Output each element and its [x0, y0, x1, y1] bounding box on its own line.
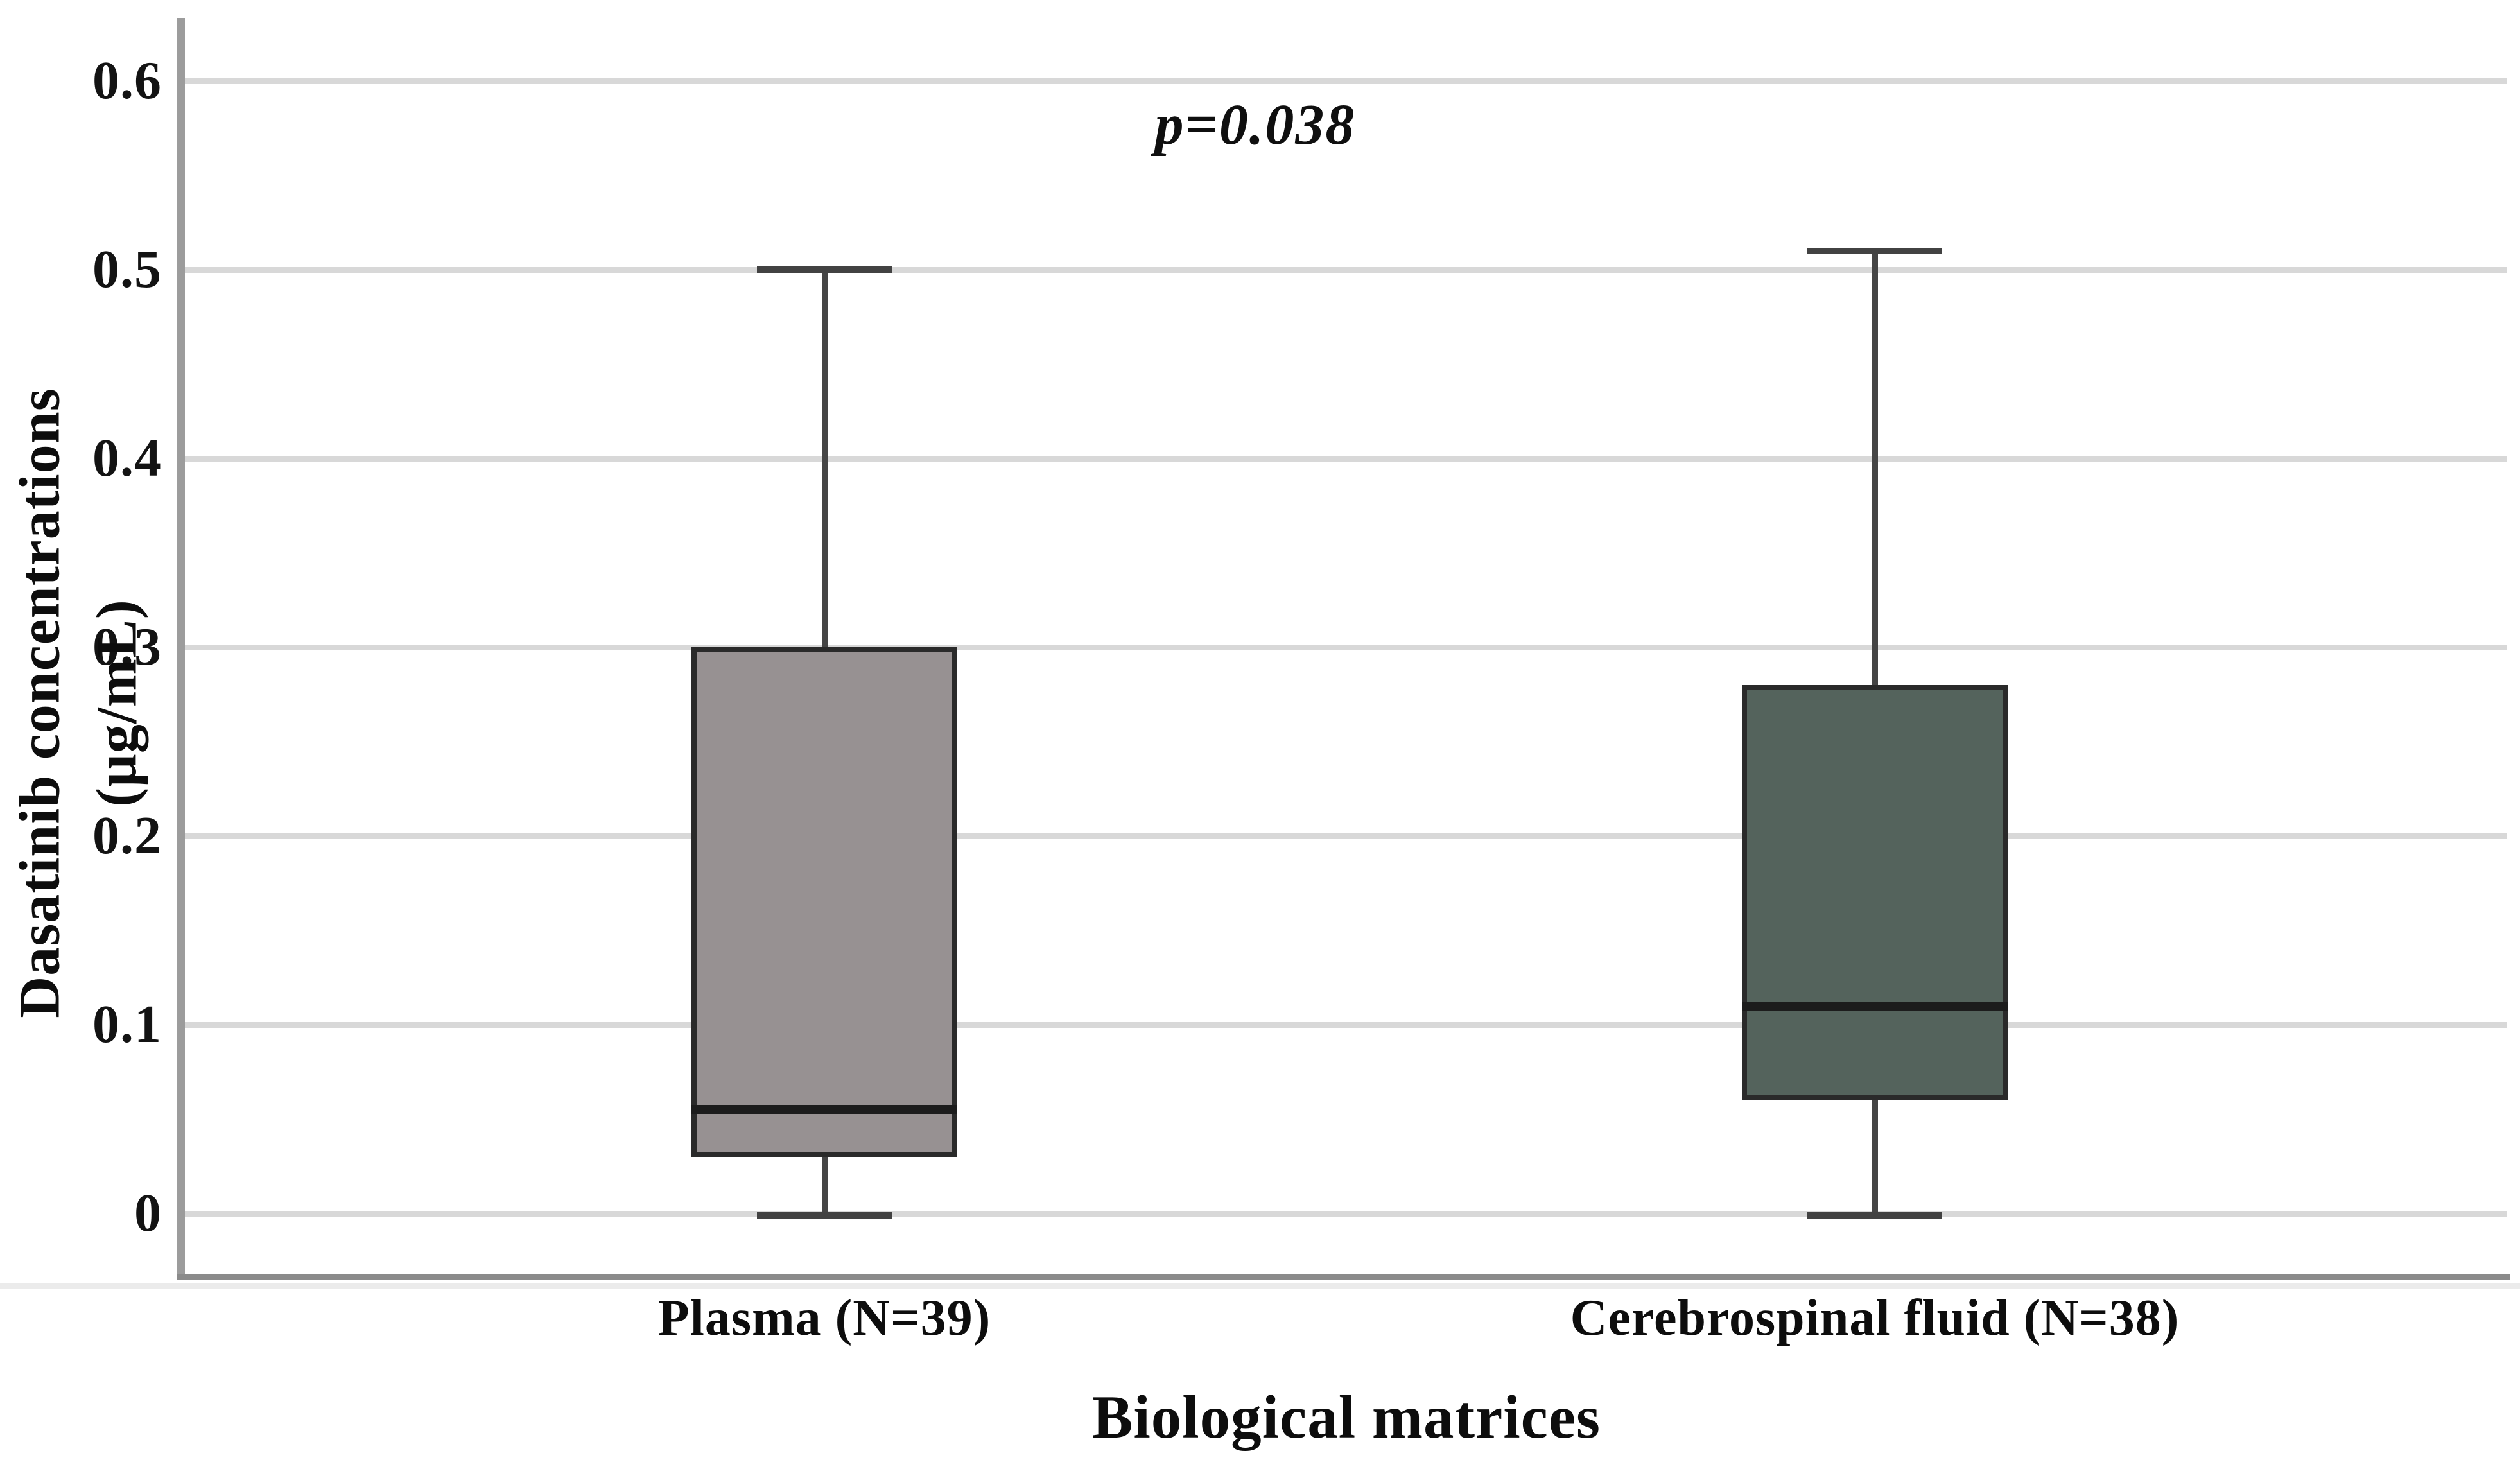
- y-tick-label: 0.6: [92, 51, 162, 110]
- x-category-label: Plasma (N=39): [657, 1290, 991, 1346]
- box-whisker-upper: [822, 270, 828, 647]
- y-tick-label: 0.4: [92, 428, 162, 488]
- p-value-annotation: p=0.038: [1154, 93, 1356, 157]
- y-tick-label: 0.2: [92, 806, 162, 865]
- y-axis-title: Dasatinib concentrations (µg/mL): [8, 388, 149, 1018]
- y-tick-label: 0: [134, 1183, 162, 1243]
- gridline: [181, 78, 2507, 84]
- gridline: [181, 456, 2507, 462]
- median-line: [1742, 1001, 2008, 1011]
- gridline: [181, 1022, 2507, 1028]
- box-whisker-upper: [1872, 250, 1878, 685]
- gridline: [181, 833, 2507, 839]
- median-line: [691, 1105, 957, 1115]
- box-whisker-lower: [1872, 1100, 1878, 1217]
- whisker-cap-upper: [757, 266, 892, 273]
- y-tick-label: 0.1: [92, 995, 162, 1054]
- whisker-cap-lower: [757, 1212, 892, 1219]
- box: [691, 647, 957, 1157]
- whisker-cap-lower: [1807, 1212, 1942, 1219]
- x-axis-line: [177, 1274, 2510, 1280]
- x-category-label: Cerebrospinal fluid (N=38): [1570, 1290, 2180, 1346]
- box: [1742, 684, 2008, 1100]
- box-whisker-lower: [822, 1156, 828, 1217]
- gridline: [181, 1211, 2507, 1217]
- gridline: [181, 645, 2507, 650]
- whisker-cap-upper: [1807, 247, 1942, 254]
- gridline: [181, 267, 2507, 273]
- y-tick-label: 0.3: [92, 617, 162, 677]
- y-tick-label: 0.5: [92, 239, 162, 299]
- y-axis-line: [177, 18, 185, 1280]
- x-axis-shadow-line: [0, 1283, 2520, 1289]
- x-axis-title: Biological matrices: [1092, 1383, 1601, 1451]
